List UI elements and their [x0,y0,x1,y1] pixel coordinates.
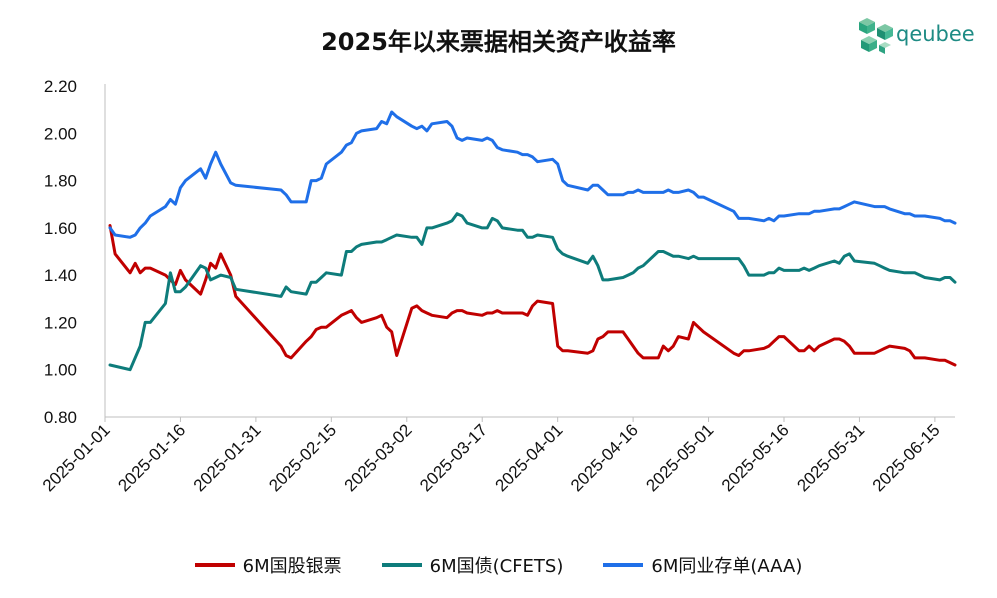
series-line-3 [108,110,957,239]
legend-label: 6M国债(CFETS) [429,556,564,577]
y-tick-label: 2.20 [44,77,77,96]
series-line-2 [108,212,957,372]
legend-swatch [194,563,235,567]
y-tick-label: 1.80 [44,172,77,191]
chart-title: 2025年以来票据相关资产收益率 [321,28,676,56]
x-axis: 2025-01-01 2025-01-16 2025-01-31 2025-02-15… [39,416,955,495]
brand-logo: qeubee [858,16,988,58]
legend-item-3: 6M同业存单(AAA) [603,552,802,578]
y-tick-label: 1.00 [44,361,77,380]
x-tick-label: 2025-06-15 [869,420,944,495]
x-tick-label: 2025-05-01 [642,420,717,495]
x-tick-label: 2025-01-16 [114,420,189,495]
legend-swatch [381,563,422,567]
y-tick-label: 2.00 [44,124,77,143]
x-tick-label: 2025-04-01 [492,420,567,495]
legend-item-2: 6M国债(CFETS) [381,552,564,578]
x-tick-label: 2025-01-01 [39,420,114,495]
legend-swatch [603,563,644,567]
series-lines [108,110,957,372]
y-tick-label: 1.20 [44,313,77,332]
x-tick-label: 2025-05-16 [718,420,793,495]
legend-label: 6M国股银票 [242,556,342,577]
x-tick-label: 2025-05-31 [793,420,868,495]
y-tick-label: 1.40 [44,266,77,285]
y-axis: 0.80 1.00 1.20 1.40 1.60 1.80 2.00 2.20 [44,77,106,427]
x-tick-label: 2025-04-16 [567,420,642,495]
y-tick-label: 0.80 [44,408,77,427]
x-tick-label: 2025-03-17 [416,420,491,495]
legend-item-1: 6M国股银票 [194,552,342,578]
brand-name: qeubee [896,22,975,46]
series-line-1 [108,224,957,367]
legend-label: 6M同业存单(AAA) [651,556,803,577]
y-tick-label: 1.60 [44,219,77,238]
legend: 6M国股银票 6M国债(CFETS) 6M同业存单(AAA) [0,552,997,578]
x-tick-label: 2025-01-31 [190,420,265,495]
x-tick-label: 2025-03-02 [341,420,416,495]
x-tick-label: 2025-02-15 [265,420,340,495]
cube-icon [859,18,893,54]
